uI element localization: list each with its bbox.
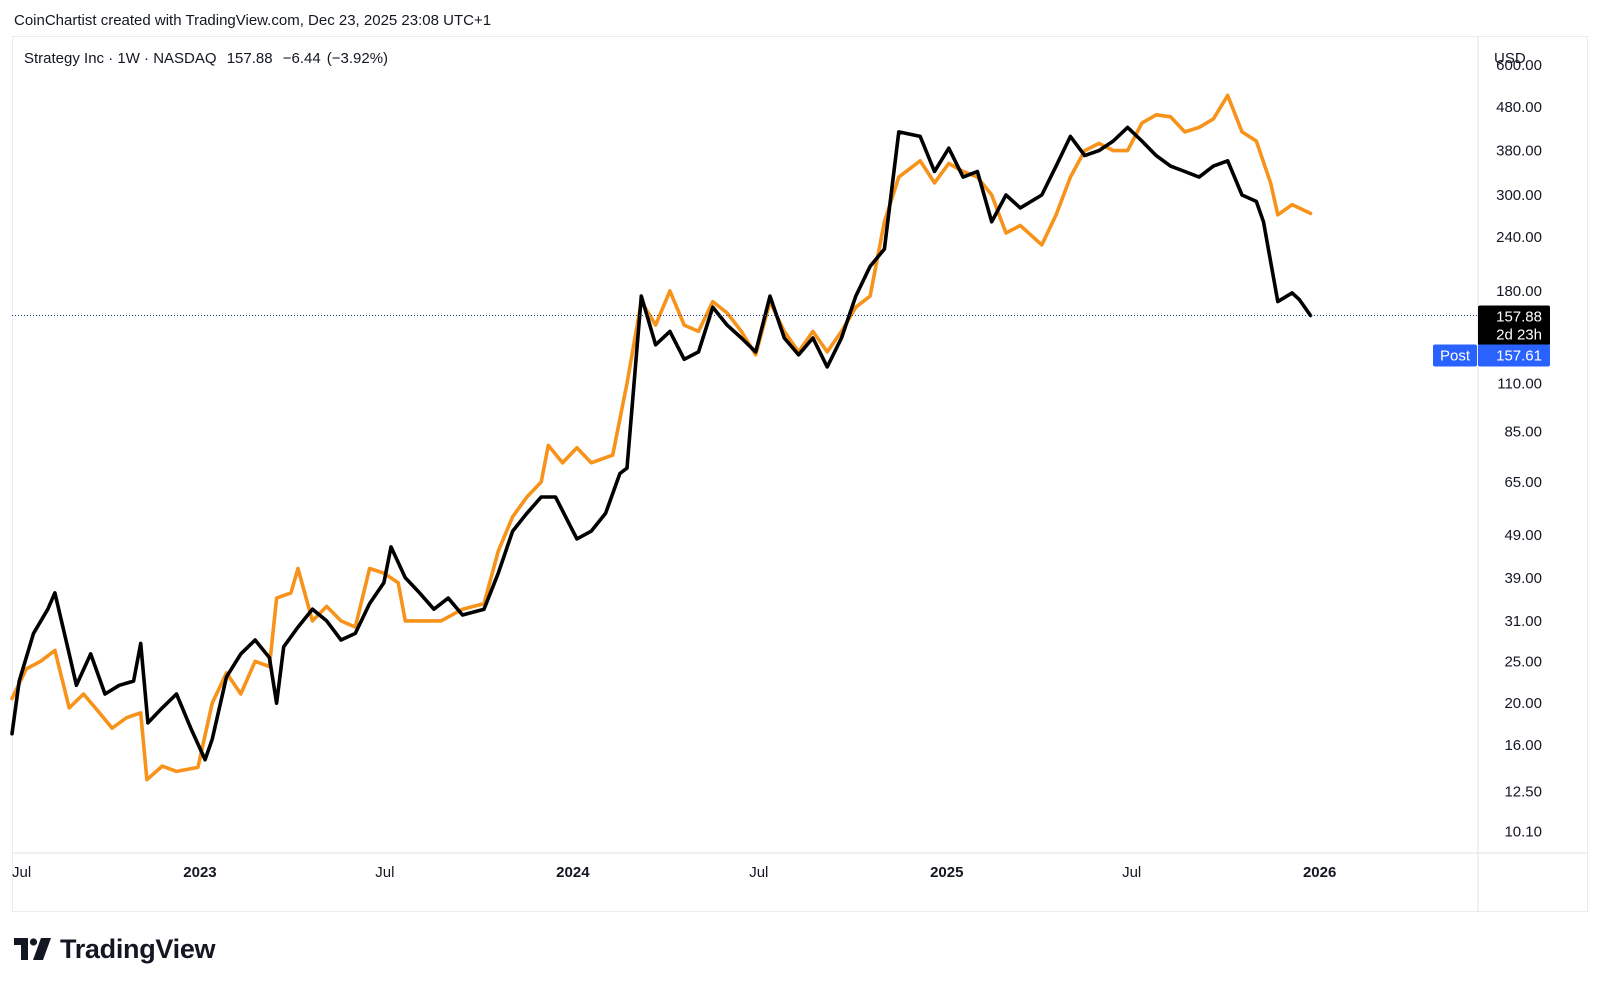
last-price-badge-value: 157.88: [1496, 308, 1542, 325]
chart-credit: CoinChartist created with TradingView.co…: [14, 12, 492, 29]
tradingview-logo-icon: [14, 938, 51, 960]
post-market-badge: [1478, 344, 1550, 367]
price-tick-label: 20.00: [1504, 695, 1542, 712]
price-tick-label: 25.00: [1504, 653, 1542, 670]
price-tick-label: 600.00: [1496, 57, 1542, 74]
price-tick-label: 300.00: [1496, 187, 1542, 204]
series-layer: [10, 93, 1478, 782]
time-tick-label: 2023: [183, 864, 216, 881]
time-tick-label: Jul: [1122, 864, 1141, 881]
currency-label[interactable]: USD: [1494, 50, 1526, 67]
price-tick-label: 180.00: [1496, 283, 1542, 300]
price-tick-label: 12.50: [1504, 783, 1542, 800]
time-tick-label: Jul: [375, 864, 394, 881]
price-tick-label: 480.00: [1496, 99, 1542, 116]
tradingview-logo-text: TradingView: [60, 933, 216, 964]
chart-frame[interactable]: [12, 36, 1588, 912]
post-market-price: 157.61: [1496, 347, 1542, 364]
price-tick-label: 39.00: [1504, 570, 1542, 587]
price-tick-label: 110.00: [1497, 375, 1542, 392]
post-market-tag: [1433, 344, 1477, 367]
symbol-legend[interactable]: Strategy Inc · 1W · NASDAQ 157.88 −6.44 (…: [24, 50, 394, 67]
time-tick-label: 2024: [556, 864, 590, 881]
legend-symbol: Strategy Inc · 1W · NASDAQ: [24, 50, 217, 67]
price-tick-label: 49.00: [1504, 527, 1542, 544]
chart-borders: [12, 36, 1588, 912]
legend-change-pct: (−3.92%): [326, 50, 389, 67]
time-tick-label: 2026: [1303, 864, 1336, 881]
legend-change: −6.44: [282, 50, 321, 67]
series-line-black[interactable]: [10, 125, 1313, 762]
price-tick-label: 380.00: [1496, 143, 1542, 160]
legend-last-price: 157.88: [226, 50, 273, 67]
time-axis[interactable]: Jul 2023 Jul 2024 Jul 2025 Jul 2026: [12, 864, 1336, 881]
price-tick-label: 10.10: [1504, 823, 1542, 840]
price-tick-label: 85.00: [1504, 424, 1542, 441]
time-tick-label: Jul: [12, 864, 31, 881]
post-market-label: Post: [1440, 347, 1471, 364]
price-tick-label: 16.00: [1504, 737, 1542, 754]
bar-countdown: 2d 23h: [1496, 326, 1542, 343]
tradingview-logo[interactable]: TradingView: [14, 933, 216, 964]
price-tick-label: 65.00: [1504, 474, 1542, 491]
series-line-orange[interactable]: [10, 93, 1313, 782]
price-tick-label: 31.00: [1504, 613, 1542, 630]
time-tick-label: Jul: [749, 864, 768, 881]
price-tick-label: 240.00: [1496, 229, 1542, 246]
last-price-badge: [1478, 305, 1550, 346]
time-tick-label: 2025: [930, 864, 963, 881]
